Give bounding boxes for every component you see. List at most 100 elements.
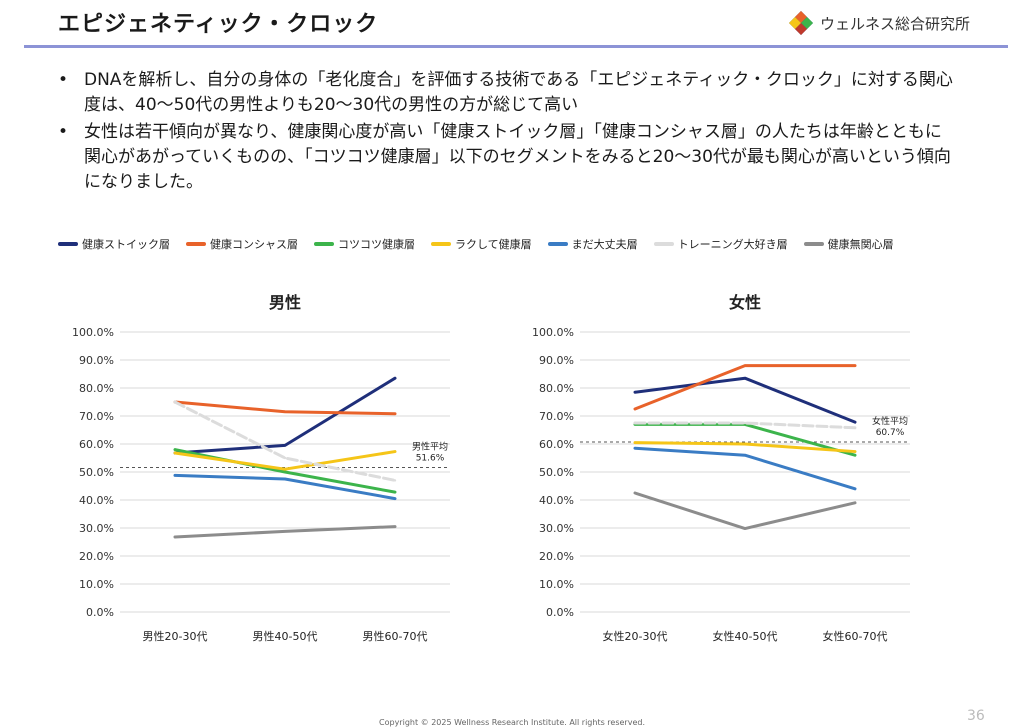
data-point (283, 468, 287, 471)
data-point (393, 490, 397, 494)
legend-swatch (186, 242, 206, 246)
y-tick-label: 80.0% (79, 382, 114, 395)
average-value: 60.7% (876, 428, 905, 438)
legend-swatch (653, 242, 674, 246)
data-point (173, 535, 177, 539)
bullet-item: DNAを解析し、自分の身体の「老化度合」を評価する技術である「エピジェネティック… (54, 68, 954, 118)
legend-item: 健康コンシャス層 (186, 236, 298, 252)
data-point (853, 454, 857, 457)
y-tick-label: 100.0% (532, 326, 574, 339)
series-line (173, 450, 397, 471)
legend-item: まだ大丈夫層 (547, 236, 638, 252)
data-point (283, 530, 287, 533)
data-point (633, 441, 637, 444)
data-point (633, 447, 637, 450)
x-tick-label: 女性60-70代 (823, 629, 888, 643)
page-title: エピジェネティック・クロック (58, 12, 379, 37)
legend-label: 健康コンシャス層 (210, 238, 298, 251)
data-point (173, 400, 177, 404)
data-point (393, 525, 397, 528)
y-tick-label: 50.0% (539, 466, 574, 479)
y-tick-label: 70.0% (539, 410, 574, 423)
page-number: 36 (967, 708, 985, 724)
y-tick-label: 0.0% (546, 606, 574, 619)
chart-title: 男性 (269, 293, 301, 312)
data-point (283, 410, 287, 413)
legend-label: 健康ストイック層 (82, 238, 170, 251)
y-tick-label: 50.0% (79, 466, 114, 479)
data-point (283, 444, 287, 447)
x-tick-label: 男性20-30代 (143, 629, 208, 643)
y-tick-label: 90.0% (539, 354, 574, 367)
chart-title: 女性 (729, 293, 761, 312)
y-tick-label: 100.0% (72, 326, 114, 339)
average-label: 男性平均 (412, 441, 448, 453)
legend-swatch (803, 242, 824, 246)
x-tick-label: 女性20-30代 (603, 629, 668, 643)
data-point (393, 450, 397, 453)
header-divider (24, 45, 1008, 48)
data-point (743, 442, 747, 446)
chart-legend: 健康ストイック層 健康コンシャス層 コツコツ健康層 ラクして健康層 まだ大丈夫層… (58, 236, 910, 252)
legend-swatch (314, 242, 334, 246)
legend-item: トレーニング大好き層 (653, 236, 788, 252)
y-tick-label: 30.0% (79, 522, 114, 535)
data-point (853, 450, 857, 453)
company-logo: ウェルネス総合研究所 (788, 10, 970, 36)
data-point (853, 420, 857, 424)
legend-item: ラクして健康層 (431, 236, 532, 252)
data-point (283, 477, 287, 481)
data-point (173, 448, 177, 451)
data-point (393, 479, 397, 482)
data-point (853, 364, 857, 367)
legend-swatch (58, 242, 78, 246)
y-tick-label: 40.0% (79, 494, 114, 507)
y-tick-label: 10.0% (79, 578, 114, 591)
legend-label: まだ大丈夫層 (571, 238, 638, 251)
legend-swatch (431, 242, 451, 246)
data-point (743, 377, 747, 380)
logo-text: ウェルネス総合研究所 (820, 14, 971, 33)
legend-label: トレーニング大好き層 (677, 238, 788, 251)
x-tick-label: 男性60-70代 (363, 629, 428, 643)
y-tick-label: 20.0% (539, 550, 574, 563)
y-tick-label: 20.0% (79, 550, 114, 563)
legend-item: コツコツ健康層 (314, 236, 415, 252)
male-line-chart: 男性 0.0% 10.0% 20.0% 30.0% 40.0% 50.0% 60.0% 70.0… (72, 293, 450, 643)
y-tick-label: 0.0% (86, 606, 114, 619)
legend-swatch (547, 242, 568, 246)
legend-item: 健康ストイック層 (58, 236, 170, 252)
data-point (633, 421, 637, 425)
y-tick-label: 30.0% (539, 522, 574, 535)
data-point (393, 377, 397, 380)
y-tick-label: 80.0% (539, 382, 574, 395)
data-point (853, 501, 857, 504)
y-tick-label: 40.0% (539, 494, 574, 507)
series-line (633, 421, 857, 430)
y-tick-label: 60.0% (539, 438, 574, 451)
legend-label: ラクして健康層 (455, 238, 532, 251)
data-point (393, 497, 397, 500)
data-point (743, 364, 747, 367)
data-point (633, 407, 637, 411)
average-value: 51.6% (416, 454, 445, 464)
average-label: 女性平均 (872, 415, 908, 427)
female-line-chart: 女性 0.0% 10.0% 20.0% 30.0% 40.0% 50.0% 60.0% 70.0… (532, 293, 910, 643)
data-point (743, 421, 747, 425)
copyright-text: Copyright © 2025 Wellness Research Insti… (379, 718, 645, 727)
legend-label: 健康無関心層 (827, 238, 894, 251)
data-point (743, 454, 747, 457)
data-point (173, 451, 177, 455)
logo-icon (789, 11, 813, 35)
y-tick-label: 10.0% (539, 578, 574, 591)
y-tick-label: 90.0% (79, 354, 114, 367)
y-tick-label: 60.0% (79, 438, 114, 451)
x-tick-label: 女性40-50代 (713, 629, 778, 643)
legend-label: コツコツ健康層 (338, 238, 415, 251)
data-point (853, 487, 857, 490)
y-tick-label: 70.0% (79, 410, 114, 423)
data-point (633, 391, 637, 394)
bullet-item: 女性は若干傾向が異なり、健康関心度が高い「健康ストイック層」「健康コンシャス層」… (54, 120, 954, 195)
series-line (633, 491, 857, 531)
data-point (173, 474, 177, 477)
